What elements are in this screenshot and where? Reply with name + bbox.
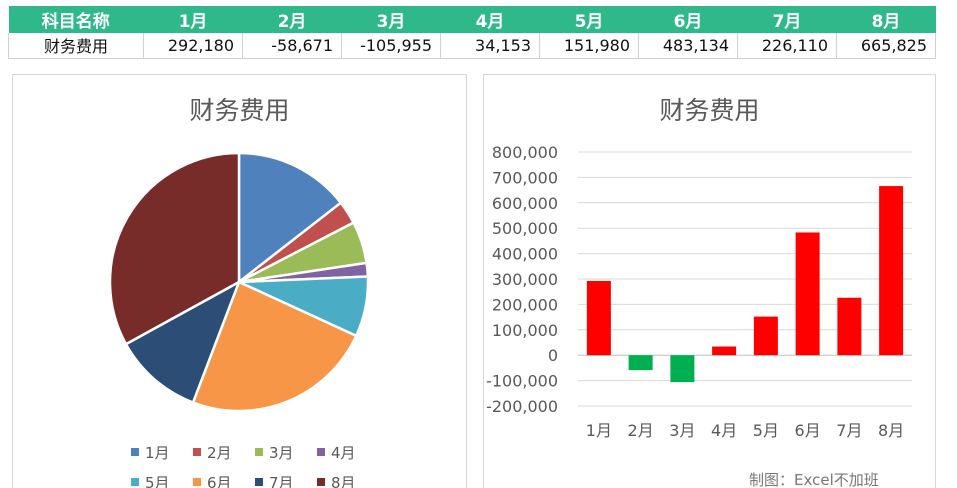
bar-chart-title: 财务费用	[659, 96, 760, 125]
y-tick-label: 700,000	[492, 168, 558, 187]
table-row: 财务费用 292,180 -58,671 -105,955 34,153 151…	[8, 33, 936, 59]
header-cell: 科目名称	[8, 6, 144, 33]
legend-row: 5月 6月 7月 8月	[131, 467, 391, 488]
legend-item-3: 3月	[255, 442, 317, 463]
x-tick-label: 4月	[711, 421, 737, 440]
table-cell[interactable]: -105,955	[341, 33, 441, 59]
legend-item-1: 1月	[131, 442, 193, 463]
legend-label: 4月	[331, 443, 356, 462]
legend-swatch	[193, 478, 201, 486]
y-tick-label: 400,000	[492, 245, 558, 264]
table-cell[interactable]: 226,110	[737, 33, 837, 59]
x-tick-label: 3月	[669, 421, 695, 440]
pie-chart[interactable]	[108, 150, 370, 414]
table-cell[interactable]: 34,153	[440, 33, 540, 59]
pie-slice-1[interactable]	[237, 151, 343, 285]
bar-7[interactable]	[837, 297, 862, 356]
x-tick-label: 2月	[628, 421, 654, 440]
table-cell[interactable]: 483,134	[638, 33, 738, 59]
legend-item-5: 5月	[131, 472, 193, 488]
legend-row: 1月 2月 3月 4月	[131, 437, 391, 467]
pie-slice-6[interactable]	[191, 280, 358, 413]
pie-chart-panel[interactable]: 财务费用 1月 2月 3月 4月 5月 6月 7月 8月	[12, 74, 467, 488]
pie-slice-8[interactable]	[108, 151, 241, 346]
legend-swatch	[317, 478, 325, 486]
header-cell: 2月	[242, 6, 342, 33]
y-tick-label: 200,000	[492, 295, 558, 314]
legend-label: 7月	[269, 473, 294, 488]
bar-3[interactable]	[670, 355, 695, 383]
bar-chart-panel[interactable]: 财务费用 800,000 700,000 600,000 500,000 400,000…	[483, 74, 936, 488]
legend-item-4: 4月	[317, 442, 379, 463]
pie-chart-title: 财务费用	[189, 96, 290, 125]
header-cell: 1月	[143, 6, 243, 33]
bar-2[interactable]	[628, 355, 653, 371]
header-cell: 6月	[638, 6, 738, 33]
header-cell: 4月	[440, 6, 540, 33]
y-tick-label: 300,000	[492, 270, 558, 289]
legend-item-2: 2月	[193, 442, 255, 463]
x-tick-label: 7月	[836, 421, 862, 440]
legend-swatch	[131, 448, 139, 456]
legend-swatch	[317, 448, 325, 456]
legend-label: 6月	[207, 473, 232, 488]
header-cell: 8月	[836, 6, 936, 33]
bar-8[interactable]	[879, 186, 904, 356]
y-tick-label: 500,000	[492, 219, 558, 238]
y-tick-label: 100,000	[492, 321, 558, 340]
legend-label: 8月	[331, 473, 356, 488]
legend-label: 1月	[145, 443, 170, 462]
x-tick-label: 8月	[878, 421, 904, 440]
y-tick-label: 600,000	[492, 194, 558, 213]
bar-chart[interactable]: 800,000 700,000 600,000 500,000 400,000 300,0…	[484, 75, 935, 455]
data-table: 科目名称 1月 2月 3月 4月 5月 6月 7月 8月 财务费用 292,18…	[8, 6, 936, 59]
legend-item-6: 6月	[193, 472, 255, 488]
legend-label: 5月	[145, 473, 170, 488]
table-cell[interactable]: 665,825	[836, 33, 936, 59]
legend-label: 2月	[207, 443, 232, 462]
table-cell[interactable]: 151,980	[539, 33, 639, 59]
table-cell[interactable]: 292,180	[143, 33, 243, 59]
header-cell: 5月	[539, 6, 639, 33]
x-tick-label: 1月	[586, 421, 612, 440]
header-cell: 3月	[341, 6, 441, 33]
bar-4[interactable]	[712, 346, 737, 356]
y-tick-label: 800,000	[492, 143, 558, 162]
y-tick-label: -100,000	[486, 372, 558, 391]
x-tick-label: 6月	[795, 421, 821, 440]
legend-item-7: 7月	[255, 472, 317, 488]
legend-swatch	[193, 448, 201, 456]
header-cell: 7月	[737, 6, 837, 33]
x-tick-label: 5月	[753, 421, 779, 440]
table-cell[interactable]: 财务费用	[8, 33, 144, 59]
bar-6[interactable]	[795, 232, 820, 356]
legend-swatch	[131, 478, 139, 486]
bar-1[interactable]	[586, 280, 611, 356]
table-header-row: 科目名称 1月 2月 3月 4月 5月 6月 7月 8月	[8, 6, 936, 33]
legend-swatch	[255, 448, 263, 456]
pie-slice-7[interactable]	[124, 279, 242, 405]
y-tick-label: 0	[548, 346, 558, 365]
pie-legend: 1月 2月 3月 4月 5月 6月 7月 8月	[131, 437, 391, 488]
legend-item-8: 8月	[317, 472, 379, 488]
credit-text: 制图：Excel不加班	[749, 471, 879, 488]
legend-label: 3月	[269, 443, 294, 462]
legend-swatch	[255, 478, 263, 486]
bar-5[interactable]	[753, 316, 778, 356]
table-cell[interactable]: -58,671	[242, 33, 342, 59]
y-tick-label: -200,000	[486, 397, 558, 416]
